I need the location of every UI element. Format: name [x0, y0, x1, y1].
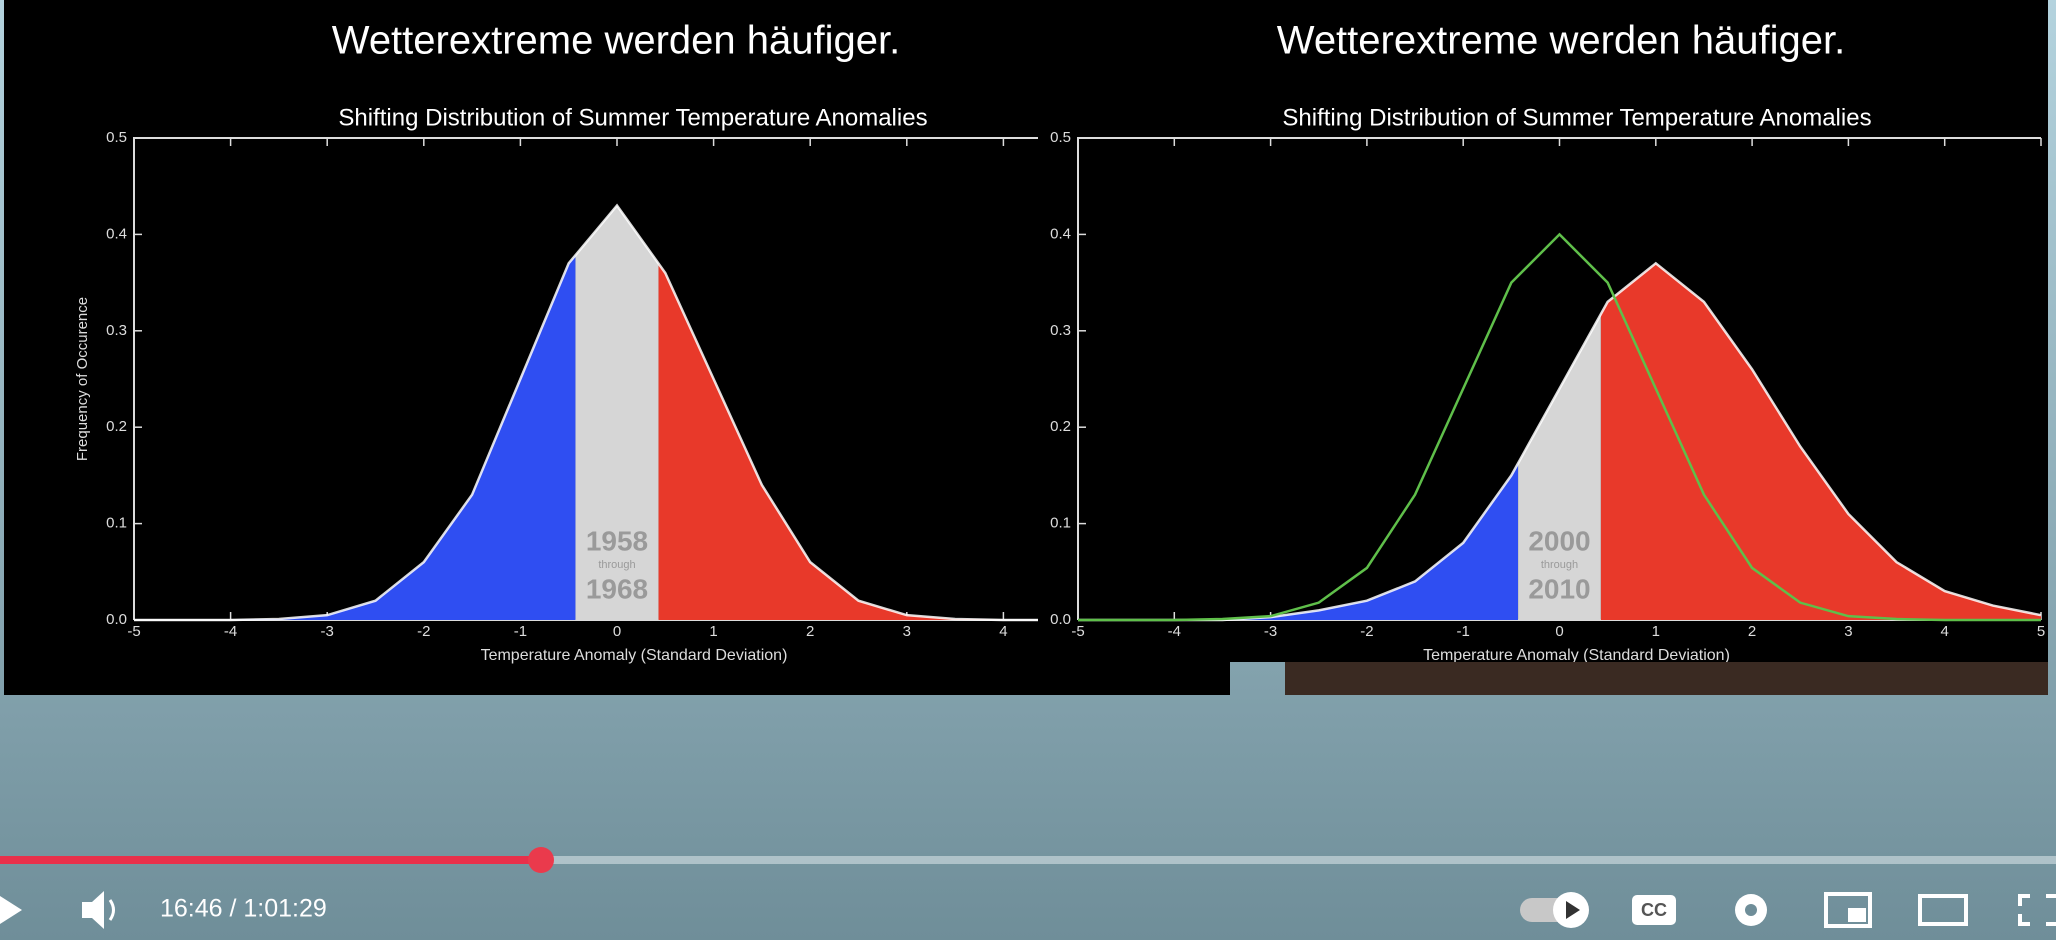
x-tick-label: 0 [613, 623, 621, 640]
progress-track[interactable] [0, 856, 2056, 864]
cc-button[interactable] [1632, 895, 1676, 925]
y-tick-label: 0.4 [106, 225, 127, 242]
miniplayer-button[interactable] [1824, 892, 1872, 928]
progress-played [0, 856, 541, 864]
period-start: 1958 [586, 525, 648, 556]
chart-title: Shifting Distribution of Summer Temperat… [338, 104, 927, 131]
x-tick-label: -1 [514, 623, 527, 640]
y-tick-label: 0.1 [1050, 515, 1071, 532]
x-tick-label: 1 [709, 623, 717, 640]
reference-line [1078, 232, 2041, 622]
slide: Wetterextreme werden häufiger. Shifting D… [4, 0, 1230, 695]
y-tick-label: 0.0 [1050, 611, 1071, 628]
x-tick-label: 3 [1844, 623, 1852, 640]
x-tick-label: 5 [2037, 623, 2045, 640]
y-axis-label: Frequency of Occurence [74, 297, 91, 461]
y-tick-label: 0.2 [106, 418, 127, 435]
period-through: through [598, 559, 635, 571]
time-display: 16:46 / 1:01:29 [160, 895, 327, 923]
x-tick-label: 2 [1748, 623, 1756, 640]
x-tick-label: 1 [1652, 623, 1660, 640]
y-tick-label: 0.0 [106, 611, 127, 628]
x-axis-label: Temperature Anomaly (Standard Deviation) [481, 647, 788, 664]
y-tick-label: 0.3 [1050, 322, 1071, 339]
y-tick-label: 0.1 [106, 515, 127, 532]
x-axis-label: Temperature Anomaly (Standard Deviation) [1423, 647, 1730, 664]
x-tick-label: -5 [127, 623, 140, 640]
slide-heading: Wetterextreme werden häufiger. [1277, 19, 1845, 63]
period-end: 1968 [586, 573, 648, 604]
band-area [575, 205, 659, 620]
autoplay-toggle[interactable] [1520, 892, 1589, 928]
settings-button[interactable] [1735, 894, 1767, 926]
y-tick-label: 0.3 [106, 322, 127, 339]
y-tick-label: 0.4 [1050, 225, 1071, 242]
x-tick-label: 4 [999, 623, 1007, 640]
theater-button[interactable] [1918, 894, 1968, 926]
miniplayer-icon [1848, 908, 1866, 922]
period-through: through [1541, 559, 1578, 571]
period-end: 2010 [1528, 573, 1590, 604]
y-tick-label: 0.5 [1050, 129, 1071, 146]
progress-handle[interactable] [528, 847, 554, 873]
x-tick-label: -3 [321, 623, 334, 640]
slides: Wetterextreme werden häufiger. Shifting D… [4, 0, 2048, 695]
fullscreen-button[interactable] [2018, 894, 2056, 926]
presenter-strip [1285, 662, 2048, 695]
x-tick-label: -1 [1457, 623, 1470, 640]
y-tick-label: 0.2 [1050, 418, 1071, 435]
x-tick-label: -2 [417, 623, 430, 640]
y-tick-label: 0.5 [106, 129, 127, 146]
area-outline [134, 203, 1100, 622]
x-tick-label: -3 [1264, 623, 1277, 640]
slide-heading: Wetterextreme werden häufiger. [332, 19, 900, 63]
x-tick-label: -2 [1360, 623, 1373, 640]
volume-button[interactable] [82, 891, 115, 929]
x-tick-label: 4 [1941, 623, 1949, 640]
x-tick-label: -4 [1168, 623, 1181, 640]
cc-label: CC [1641, 900, 1667, 920]
chart-title: Shifting Distribution of Summer Temperat… [1282, 104, 1871, 131]
x-tick-label: -5 [1071, 623, 1084, 640]
x-tick-label: -4 [224, 623, 237, 640]
slide: Wetterextreme werden häufiger. Shifting D… [1038, 0, 2048, 695]
period-start: 2000 [1528, 525, 1590, 556]
x-tick-label: 3 [903, 623, 911, 640]
x-tick-label: 0 [1555, 623, 1563, 640]
play-button[interactable] [0, 896, 22, 924]
x-tick-label: 2 [806, 623, 814, 640]
